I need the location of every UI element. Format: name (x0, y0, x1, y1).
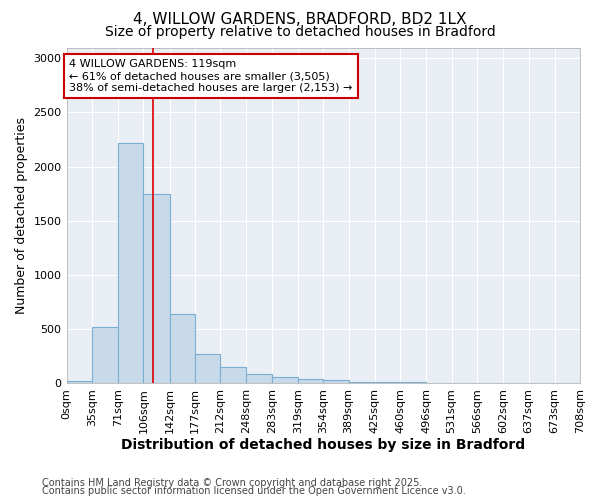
Text: Size of property relative to detached houses in Bradford: Size of property relative to detached ho… (104, 25, 496, 39)
Bar (400, 382, 426, 383)
Bar (349, 382, 375, 383)
Bar (375, 382, 400, 383)
Y-axis label: Number of detached properties: Number of detached properties (15, 116, 28, 314)
Text: Contains HM Land Registry data © Crown copyright and database right 2025.: Contains HM Land Registry data © Crown c… (42, 478, 422, 488)
Text: Contains public sector information licensed under the Open Government Licence v3: Contains public sector information licen… (42, 486, 466, 496)
Bar (67, 381, 92, 383)
Bar (92, 326, 118, 383)
Bar (170, 314, 195, 383)
Bar (247, 374, 272, 383)
Text: 4, WILLOW GARDENS, BRADFORD, BD2 1LX: 4, WILLOW GARDENS, BRADFORD, BD2 1LX (133, 12, 467, 28)
Bar (323, 380, 349, 383)
Bar (143, 194, 170, 383)
Bar (118, 142, 143, 383)
Bar (195, 354, 220, 383)
Bar (298, 378, 323, 383)
Bar (272, 377, 298, 383)
Text: 4 WILLOW GARDENS: 119sqm
← 61% of detached houses are smaller (3,505)
38% of sem: 4 WILLOW GARDENS: 119sqm ← 61% of detach… (70, 60, 353, 92)
Bar (220, 366, 247, 383)
X-axis label: Distribution of detached houses by size in Bradford: Distribution of detached houses by size … (121, 438, 526, 452)
